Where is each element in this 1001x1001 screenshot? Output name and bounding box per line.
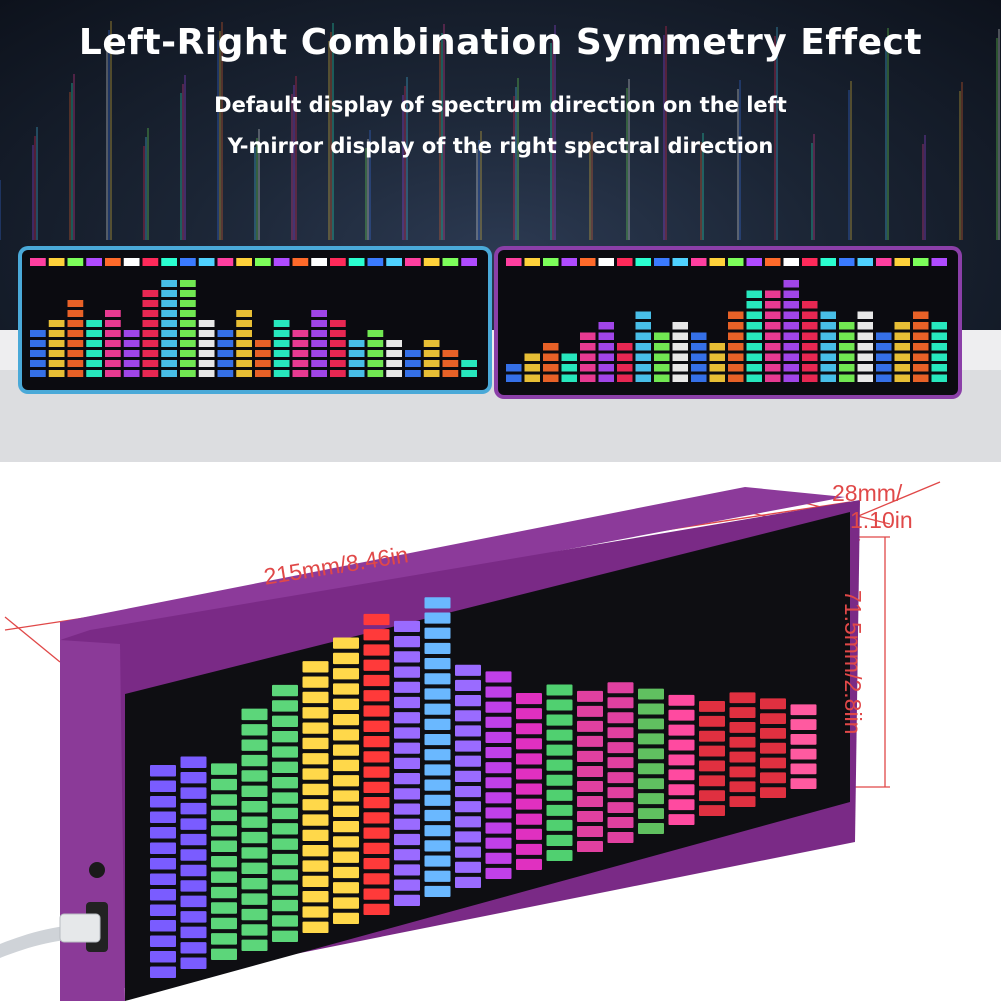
subtitle-left-direction: Default display of spectrum direction on… <box>214 93 787 117</box>
product-photo-top <box>0 21 1001 462</box>
page-title: Left-Right Combination Symmetry Effect <box>78 22 923 63</box>
display-led-bars <box>150 597 817 978</box>
left-spectrum-display <box>18 246 492 394</box>
right-spectrum-display <box>494 246 962 399</box>
usb-plug-icon <box>59 913 101 943</box>
height-dimension-label: 71.5mm/2.8iin <box>840 590 866 735</box>
case-left-side <box>60 640 125 1001</box>
background-light-streaks <box>0 21 1000 240</box>
symmetry-effect-banner: Left-Right Combination Symmetry Effect D… <box>0 0 1001 462</box>
audio-port-icon <box>89 862 105 878</box>
depth-dimension-label: 28mm/ 1.10in <box>832 480 913 533</box>
subtitle-right-direction: Y-mirror display of the right spectral d… <box>227 134 774 158</box>
product-dimension-photo <box>0 481 941 1001</box>
case-top <box>60 487 845 640</box>
